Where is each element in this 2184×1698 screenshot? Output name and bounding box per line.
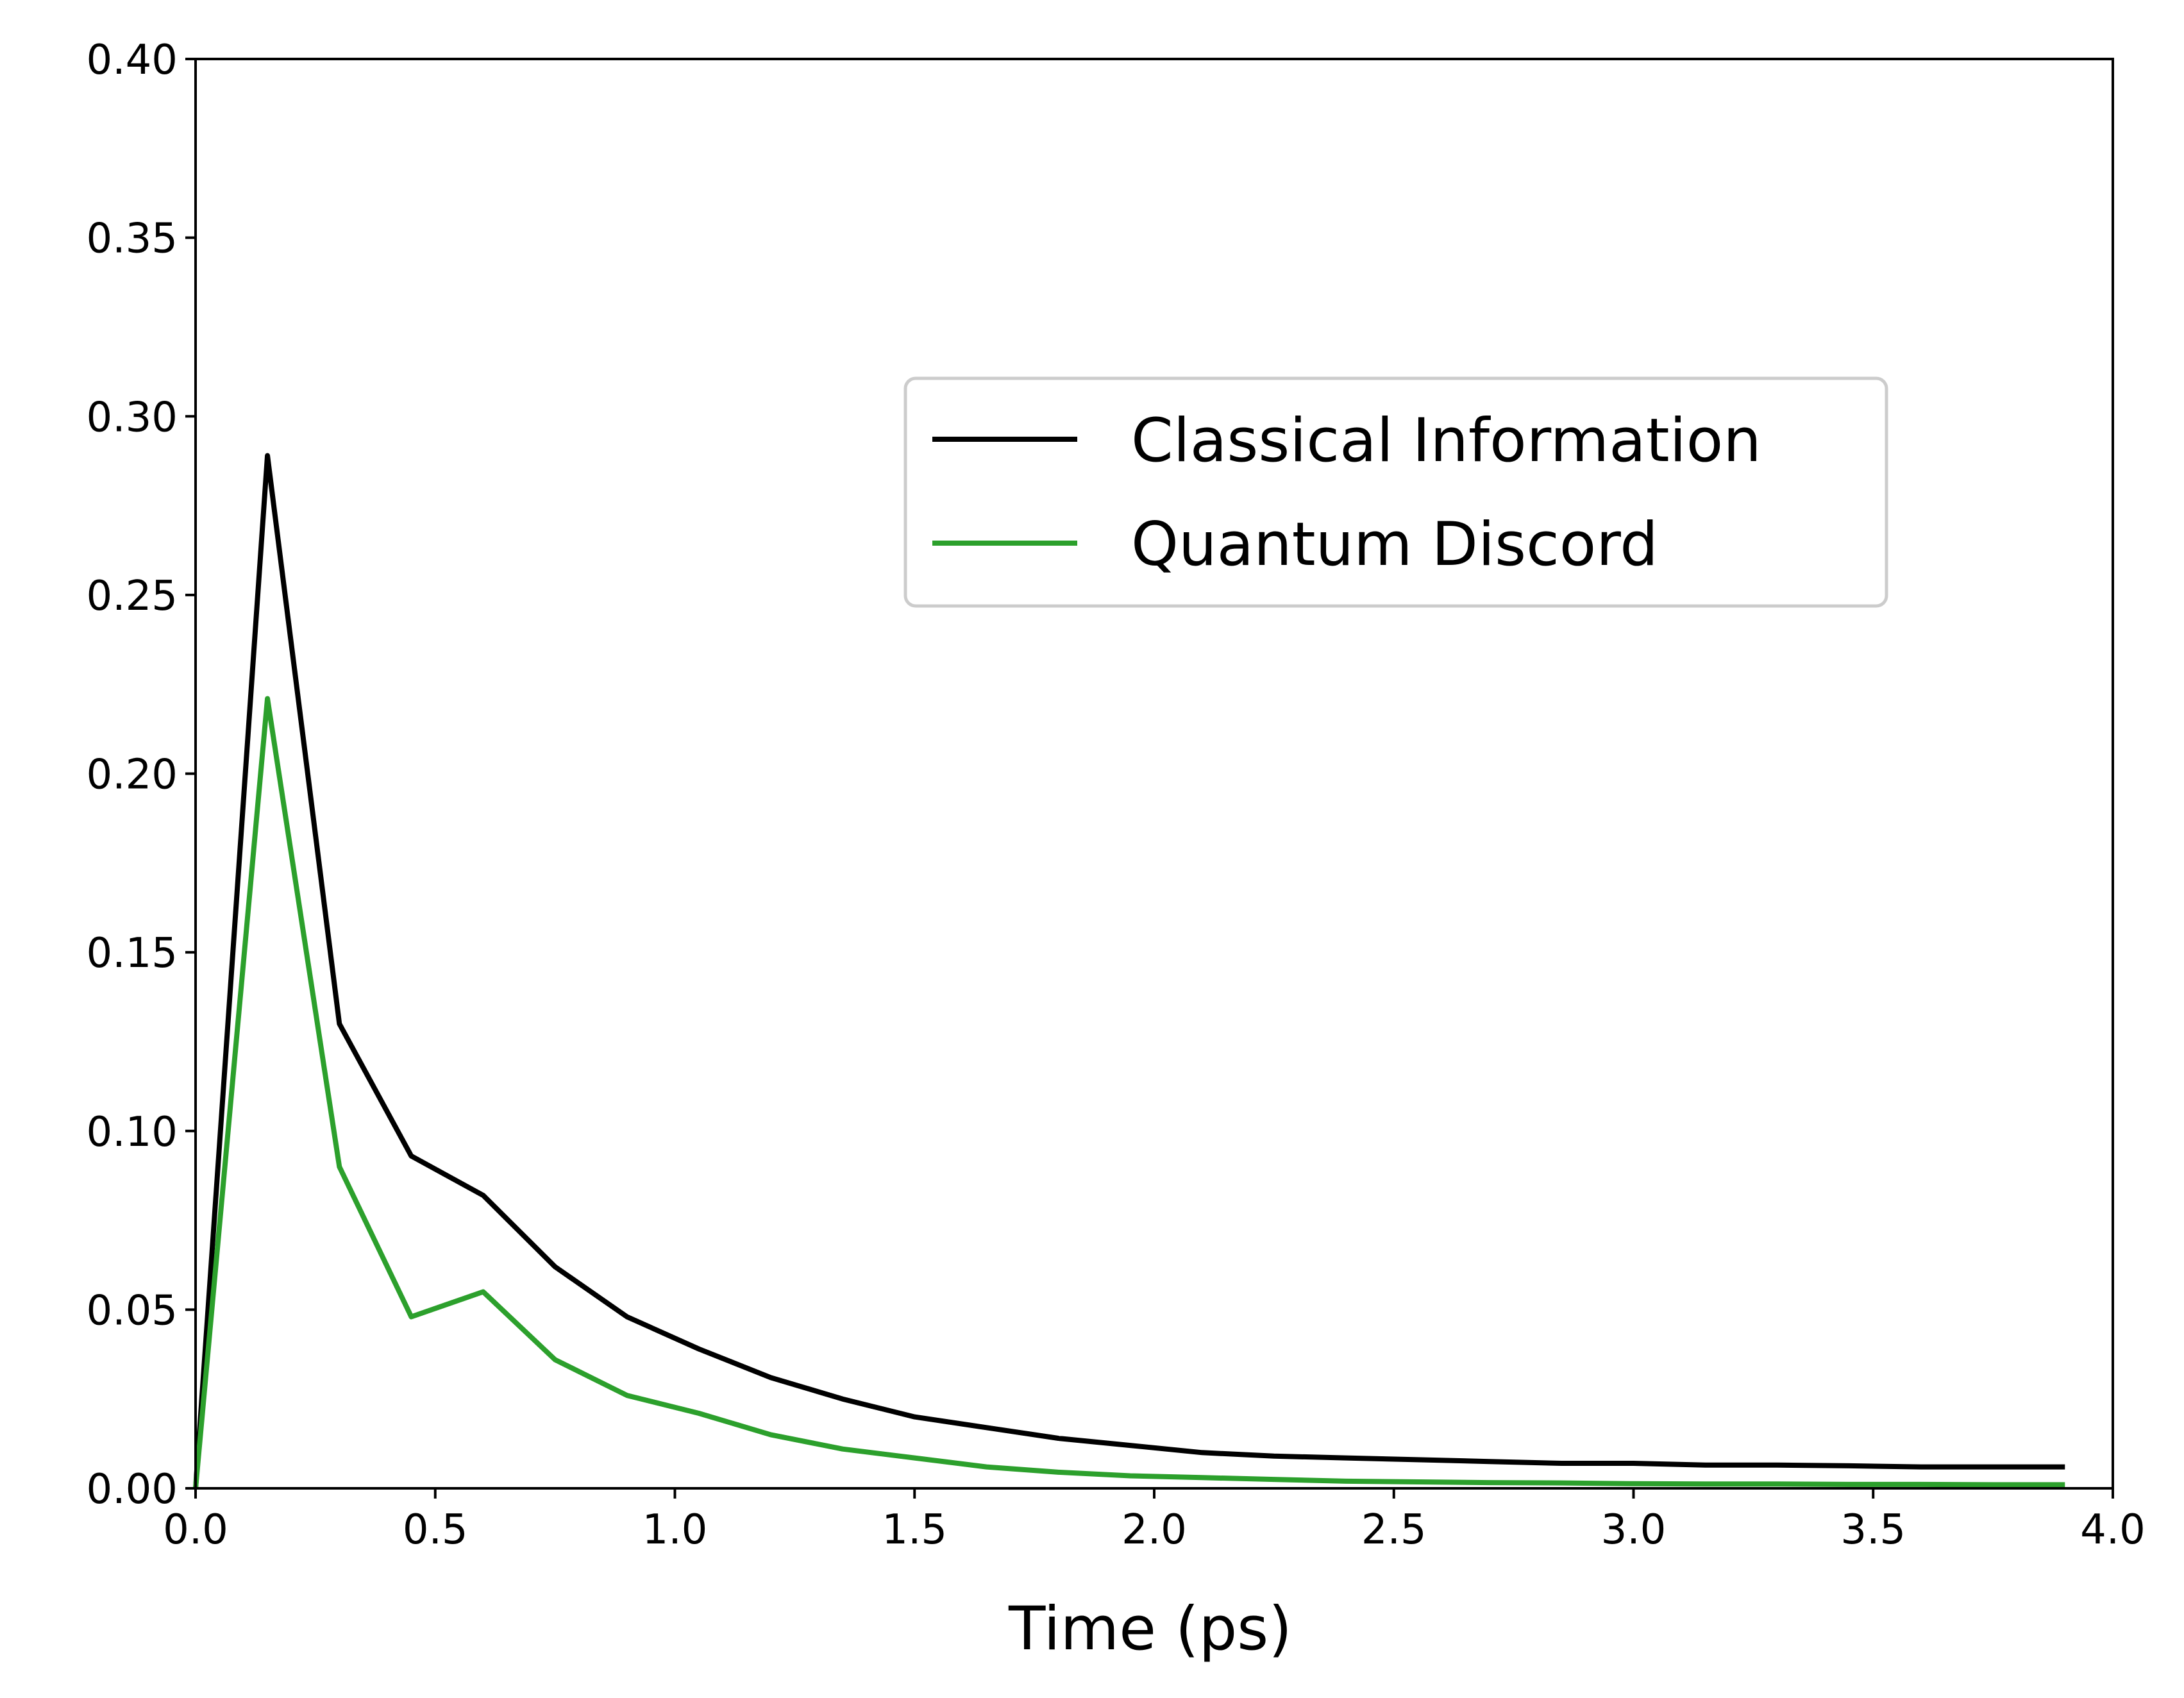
y-tick-label: 0.35 bbox=[87, 215, 178, 263]
x-tick-label: 1.5 bbox=[882, 1506, 947, 1554]
x-tick-label: 4.0 bbox=[2080, 1506, 2146, 1554]
y-tick-label: 0.20 bbox=[87, 752, 178, 799]
x-tick-label: 1.0 bbox=[643, 1506, 708, 1554]
x-tick-label: 3.0 bbox=[1601, 1506, 1667, 1554]
legend: Classical Information Quantum Discord bbox=[903, 376, 1888, 608]
x-tick-label: 2.0 bbox=[1121, 1506, 1187, 1554]
legend-box bbox=[903, 376, 1888, 608]
y-tick-label: 0.00 bbox=[87, 1466, 178, 1513]
series-lines bbox=[193, 453, 2065, 1489]
y-tick-label: 0.30 bbox=[87, 394, 178, 441]
x-tick-label: 3.5 bbox=[1840, 1506, 1906, 1554]
x-tick-label: 0.5 bbox=[403, 1506, 468, 1554]
y-tick-label: 0.05 bbox=[87, 1287, 178, 1334]
legend-label-classical-information: Classical Information bbox=[1131, 406, 1761, 476]
series-line-classical-information bbox=[193, 453, 2065, 1489]
y-tick-label: 0.40 bbox=[87, 37, 178, 84]
x-tick-label: 0.0 bbox=[163, 1506, 228, 1554]
y-axis-ticks: 0.00 0.05 0.10 0.15 0.20 0.25 0.30 0.35 0.40 bbox=[87, 37, 196, 1513]
y-tick-label: 0.10 bbox=[87, 1109, 178, 1156]
y-tick-label: 0.25 bbox=[87, 573, 178, 620]
legend-label-quantum-discord: Quantum Discord bbox=[1131, 510, 1658, 580]
x-axis-ticks: 0.0 0.5 1.0 1.5 2.0 2.5 3.0 3.5 4.0 bbox=[163, 1488, 2146, 1554]
y-tick-label: 0.15 bbox=[87, 930, 178, 977]
x-tick-label: 2.5 bbox=[1361, 1506, 1427, 1554]
series-line-quantum-discord bbox=[193, 696, 2065, 1489]
x-axis-label: Time (ps) bbox=[1008, 1594, 1292, 1664]
